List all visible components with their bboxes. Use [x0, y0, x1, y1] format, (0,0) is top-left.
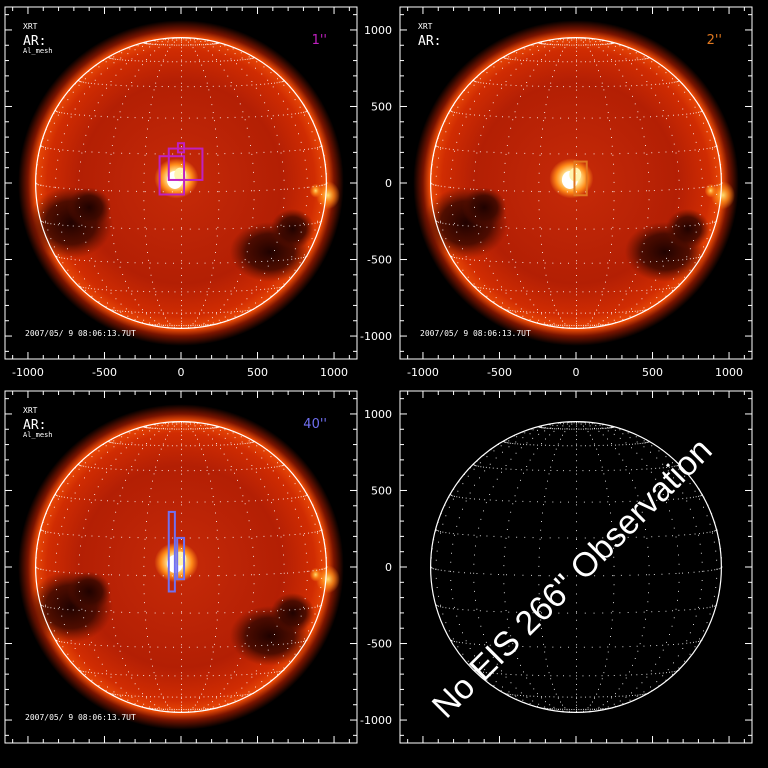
eis-raster-box — [573, 160, 588, 197]
slit-width-label: 40'' — [303, 417, 327, 432]
y-tick-label: 500 — [371, 484, 392, 497]
slit-width-label: 2'' — [707, 33, 722, 48]
timestamp-label: 2007/05/ 9 08:06:13.7UT — [25, 713, 136, 722]
plot-area: XRT AR:Al_mesh 1'' 2007/05/ 9 08:06:13.7UT -… — [4, 6, 358, 379]
eis-raster-box — [167, 147, 204, 181]
coronal-hole-west-small — [270, 208, 315, 249]
timestamp-label: 2007/05/ 9 08:06:13.7UT — [25, 329, 136, 338]
x-tick-label: -1000 — [12, 366, 44, 379]
plot-area: XRT AR: 2'' 2007/05/ 9 08:06:13.7UT -1000 -50… — [360, 6, 753, 379]
coronal-hole-east-small — [67, 571, 112, 612]
y-tick-label: -500 — [367, 638, 392, 651]
instrument-label: XRT — [23, 22, 38, 31]
solar-limb-circle — [35, 421, 327, 713]
limb-bright-feature — [315, 181, 340, 210]
y-tick-label: 1000 — [364, 24, 392, 37]
x-tick-label: 0 — [573, 366, 580, 379]
instrument-label: XRT — [418, 22, 433, 31]
y-tick-label: -1000 — [360, 330, 392, 343]
plot-area: No EIS 266" Observation -1000 -500 0 500 1000 — [360, 390, 753, 744]
panel-bottom-right: No EIS 266" Observation -1000 -500 0 500 1000 — [360, 390, 753, 744]
region-label: AR: — [23, 418, 46, 433]
x-tick-label: 500 — [247, 366, 268, 379]
region-label: AR: — [418, 34, 441, 49]
y-tick-label: -1000 — [360, 714, 392, 727]
x-tick-label: 1000 — [715, 366, 743, 379]
panel-inner: XRT AR:Al_mesh 1'' 2007/05/ 9 08:06:13.7UT -… — [4, 6, 358, 379]
x-tick-label: -500 — [92, 366, 117, 379]
latitude-line — [503, 440, 650, 447]
y-tick-label: 0 — [385, 561, 392, 574]
ticks — [400, 7, 752, 359]
limb-bright-feature — [710, 181, 735, 210]
eis-raster-box — [167, 510, 176, 593]
coronal-hole-east-small — [462, 187, 507, 228]
slit-width-label: 1'' — [312, 33, 327, 48]
panel-bottom-left: XRT AR:Al_mesh 40'' 2007/05/ 9 08:06:13.7UT — [4, 390, 358, 744]
instrument-label: XRT — [23, 406, 38, 415]
coronal-hole-west-small — [270, 592, 315, 633]
y-tick-label: 1000 — [364, 408, 392, 421]
panel-inner: No EIS 266" Observation -1000 -500 0 500 1000 — [360, 390, 753, 744]
coronal-hole-west-small — [665, 208, 710, 249]
x-tick-label: 1000 — [320, 366, 348, 379]
x-tick-label: -500 — [487, 366, 512, 379]
panel-inner: XRT AR:Al_mesh 40'' 2007/05/ 9 08:06:13.7UT — [4, 390, 358, 744]
no-observation-message: No EIS 266" Observation — [425, 431, 720, 726]
limb-bright-feature — [315, 565, 340, 594]
ticks — [5, 391, 357, 743]
x-tick-label: 500 — [642, 366, 663, 379]
eis-raster-box — [176, 536, 186, 581]
ticks — [400, 391, 752, 743]
panel-inner: XRT AR: 2'' 2007/05/ 9 08:06:13.7UT -1000 -50… — [360, 6, 753, 379]
eis-raster-box — [176, 142, 186, 154]
solar-limb-circle — [35, 37, 327, 329]
plot-area: XRT AR:Al_mesh 40'' 2007/05/ 9 08:06:13.7UT — [4, 390, 358, 744]
eis-raster-box — [158, 155, 186, 196]
coronal-hole-east-small — [67, 187, 112, 228]
filter-label: Al_mesh — [23, 431, 53, 439]
region-label: AR: — [23, 34, 46, 49]
y-tick-label: 0 — [385, 177, 392, 190]
panel-top-left: XRT AR:Al_mesh 1'' 2007/05/ 9 08:06:13.7UT -… — [4, 6, 358, 379]
filter-label: Al_mesh — [23, 47, 53, 55]
ticks — [5, 7, 357, 359]
y-tick-label: 500 — [371, 100, 392, 113]
timestamp-label: 2007/05/ 9 08:06:13.7UT — [420, 329, 531, 338]
solar-limb-circle — [430, 37, 722, 329]
solar-limb-circle — [430, 421, 722, 713]
longitude-line — [430, 421, 577, 568]
y-tick-label: -500 — [367, 254, 392, 267]
x-tick-label: -1000 — [407, 366, 439, 379]
x-tick-label: 0 — [178, 366, 185, 379]
latitude-line — [503, 692, 649, 698]
panel-top-right: XRT AR: 2'' 2007/05/ 9 08:06:13.7UT -1000 -50… — [360, 6, 753, 379]
